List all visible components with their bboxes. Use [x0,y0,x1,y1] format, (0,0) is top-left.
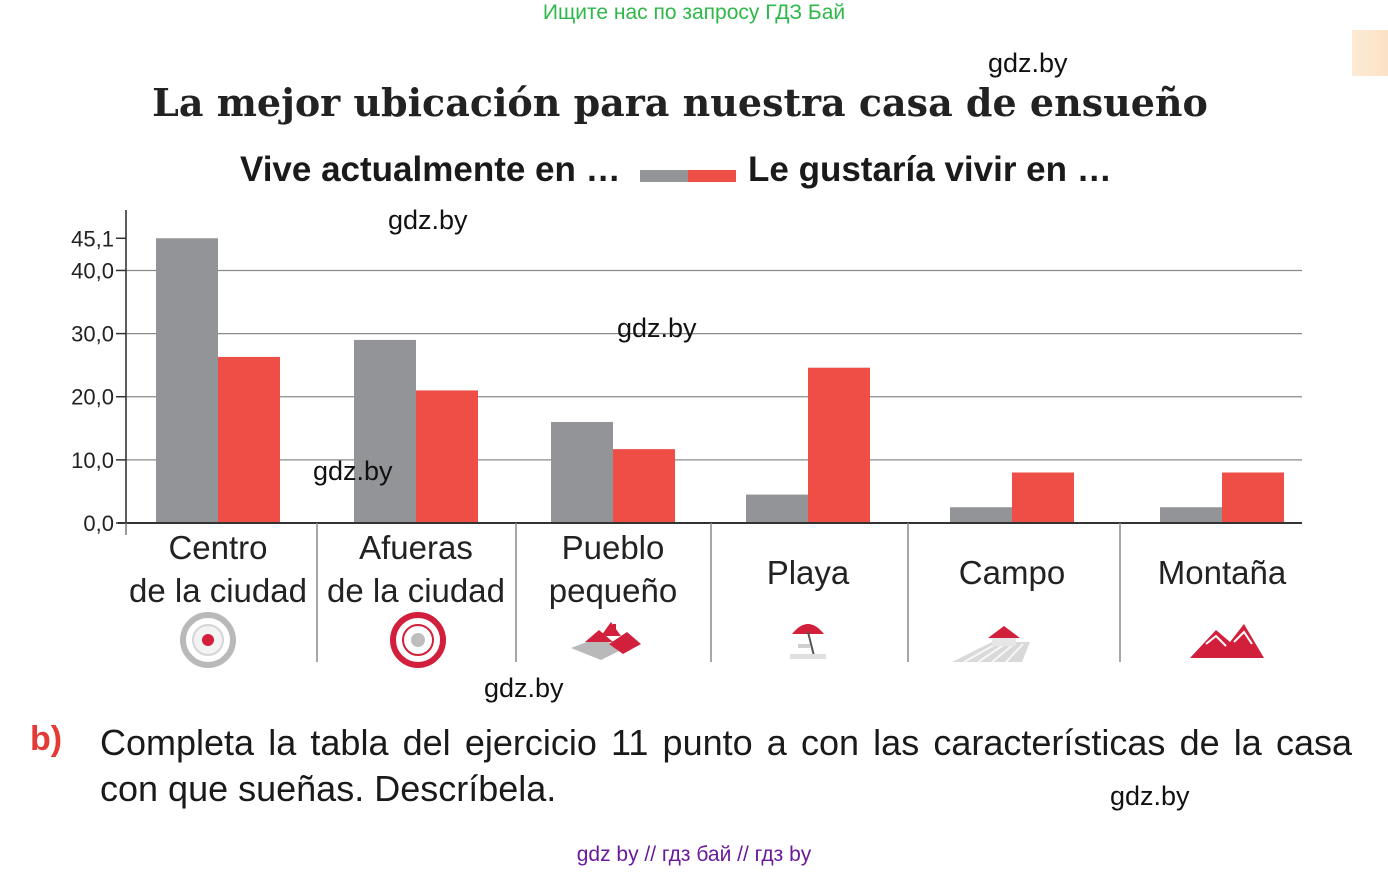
category-label: Montaña [1158,554,1287,591]
bar-desired [416,390,478,523]
bar-desired [218,356,280,523]
category-label: pequeño [549,572,677,609]
category-label: Campo [959,554,1065,591]
category-label: de la ciudad [327,572,505,609]
exercise-label: b) [30,720,63,758]
beach-umbrella-icon [790,624,826,659]
bar-current [1160,507,1222,523]
bar-current [354,339,416,523]
bar-desired [1222,472,1284,523]
watermark: gdz.by [388,205,468,235]
y-tick-label: 45,1 [71,226,114,251]
city-center-target-icon [180,612,236,668]
bar-desired [808,367,870,523]
y-tick-label: 20,0 [71,385,114,410]
category-label: Pueblo [562,529,665,566]
bar-desired [1012,472,1074,523]
watermark: gdz.by [313,456,393,486]
legend-current-swatch [640,170,688,182]
bar-current [950,507,1012,523]
footer-links: gdz by // гдз бай // гдз by [576,843,812,866]
exercise-text: Completa la tabla del ejercicio 11 punto… [100,722,1352,809]
bar-current [746,494,808,523]
watermark: gdz.by [617,313,697,343]
suburbs-target-icon [390,612,446,668]
y-tick-label: 40,0 [71,258,114,283]
legend-desired-swatch [688,170,736,182]
watermark: gdz.by [988,48,1068,78]
countryside-farm-icon [952,626,1030,663]
chart-title: La mejor ubicación para nuestra casa de … [152,80,1208,125]
village-houses-icon [571,622,641,660]
y-tick-label: 30,0 [71,322,114,347]
y-tick-label: 10,0 [71,448,114,473]
corner-decoration [1352,30,1388,76]
legend-desired-label: Le gustaría vivir en … [748,150,1112,189]
watermark: gdz.by [1110,781,1190,811]
bar-current [551,421,613,523]
watermark: gdz.by [484,673,564,703]
bar-desired [613,449,675,523]
category-label: Afueras [359,529,473,566]
category-label: de la ciudad [129,572,307,609]
search-banner: Ищите нас по запросу ГДЗ Бай [542,1,846,24]
y-tick-label: 0,0 [83,511,114,536]
category-label: Centro [168,529,267,566]
mountain-icon [1190,624,1264,658]
category-label: Playa [767,554,850,591]
legend-current-label: Vive actualmente en … [240,150,621,189]
bar-current [156,238,218,523]
